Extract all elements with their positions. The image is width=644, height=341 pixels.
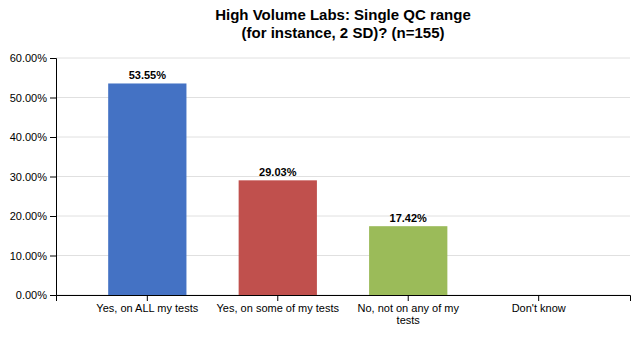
y-tick: 60.00% [10, 52, 56, 64]
bar [369, 226, 447, 295]
plot: 0.00% 10.00% 20.00% 30.00% 40.00% 50.00% 60.00… [10, 52, 631, 326]
y-tick-label: 20.00% [10, 210, 48, 222]
y-tick-label: 30.00% [10, 171, 48, 183]
y-tick: 10.00% [10, 250, 56, 262]
y-tick-mark [50, 177, 56, 178]
x-tick-label-line: Don't know [512, 302, 566, 314]
y-tick-mark [50, 58, 56, 59]
data-label: 53.55% [129, 69, 167, 81]
y-axis-line [50, 59, 57, 296]
y-tick-label: 10.00% [10, 250, 48, 262]
x-tick: Don't know [512, 295, 566, 314]
y-tick-label: 60.00% [10, 52, 48, 64]
y-tick-mark [50, 295, 56, 296]
bars [108, 83, 447, 295]
x-axis-line [57, 296, 631, 302]
bar [108, 83, 186, 295]
x-tick-mark [538, 295, 539, 301]
bar [239, 180, 317, 295]
y-axis: 0.00% 10.00% 20.00% 30.00% 40.00% 50.00% 60.00… [10, 52, 57, 301]
x-tick-label: Don't know [512, 302, 566, 314]
x-tick-label-line: Yes, on ALL my tests [96, 302, 198, 314]
x-tick-label: Yes, on ALL my tests [96, 302, 198, 314]
chart: High Volume Labs: Single QC range(for in… [0, 0, 644, 341]
y-tick-label: 50.00% [10, 92, 48, 104]
y-tick: 50.00% [10, 92, 56, 104]
grid [56, 58, 630, 295]
data-label: 29.03% [259, 166, 297, 178]
title: High Volume Labs: Single QC range(for in… [215, 6, 471, 41]
x-tick: No, not on any of mytests [357, 295, 459, 326]
x-tick-label-line: tests [397, 314, 421, 326]
x-axis: Yes, on ALL my tests Yes, on some of my t… [57, 295, 631, 326]
data-labels: 53.55% 29.03% 17.42% [129, 69, 427, 224]
title-line: (for instance, 2 SD)? (n=155) [242, 24, 445, 41]
y-tick-label: 0.00% [16, 289, 47, 301]
y-tick: 0.00% [16, 289, 56, 301]
x-tick: Yes, on some of my tests [217, 295, 340, 314]
y-tick-mark [50, 98, 56, 99]
x-tick-label: Yes, on some of my tests [217, 302, 340, 314]
x-tick-mark [408, 295, 409, 301]
title-line: High Volume Labs: Single QC range [215, 6, 471, 23]
x-tick-mark [277, 295, 278, 301]
x-tick-label-line: Yes, on some of my tests [217, 302, 340, 314]
y-tick: 20.00% [10, 210, 56, 222]
y-tick-mark [50, 256, 56, 257]
y-tick: 30.00% [10, 171, 56, 183]
x-tick-label: No, not on any of mytests [357, 302, 459, 327]
bar [500, 295, 578, 296]
y-tick-mark [50, 137, 56, 138]
y-tick-label: 40.00% [10, 131, 48, 143]
data-label: 17.42% [390, 212, 428, 224]
y-tick: 40.00% [10, 131, 56, 143]
x-tick-mark [147, 295, 148, 301]
grid-line [56, 58, 630, 59]
x-tick-label-line: No, not on any of my [357, 302, 459, 314]
y-tick-mark [50, 216, 56, 217]
x-tick: Yes, on ALL my tests [96, 295, 198, 314]
